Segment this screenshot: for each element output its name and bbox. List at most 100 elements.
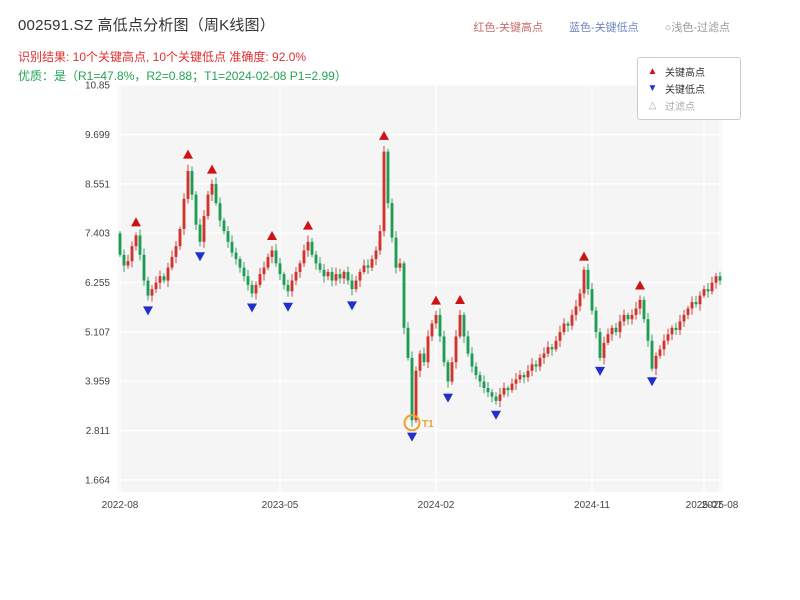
y-tick-label: 3.959: [85, 377, 110, 388]
key-high-marker: [455, 294, 465, 304]
candle-body: [594, 310, 598, 333]
page-title: 002591.SZ 高低点分析图（周K线图）: [18, 17, 275, 34]
candle-body: [662, 340, 666, 350]
key-high-marker: [303, 220, 313, 230]
candle-body: [418, 353, 422, 371]
candle-body: [262, 267, 266, 275]
candle-body: [474, 366, 478, 376]
candle-body: [390, 203, 394, 238]
candle-body: [438, 314, 442, 337]
candle-body: [650, 340, 654, 369]
candle-body: [278, 263, 282, 275]
candle-body: [590, 289, 594, 311]
candle-body: [130, 246, 134, 262]
candle-body: [154, 282, 158, 290]
candle-body: [586, 269, 590, 290]
candle-body: [266, 256, 270, 268]
candle-body: [194, 194, 198, 225]
candle-body: [414, 370, 418, 421]
candle-body: [446, 362, 450, 382]
candle-body: [466, 336, 470, 354]
candle-body: [562, 323, 566, 333]
candle-body: [582, 269, 586, 294]
candle-body: [686, 308, 690, 315]
candle-body: [306, 241, 310, 251]
candle-body: [158, 276, 162, 283]
candle-body: [574, 306, 578, 315]
x-tick-label: 2022-08: [102, 500, 139, 511]
candle-body: [422, 353, 426, 363]
candle-body: [610, 327, 614, 335]
candle-body: [202, 216, 206, 242]
key-low-marker: [443, 393, 453, 403]
candle-body: [182, 198, 186, 229]
candle-body: [290, 280, 294, 292]
candle-body: [470, 353, 474, 367]
candle-body: [150, 289, 154, 296]
candle-body: [630, 314, 634, 320]
candle-body: [542, 353, 546, 358]
candle-body: [302, 250, 306, 264]
candle-body: [634, 308, 638, 315]
candle-body: [494, 396, 498, 401]
candle-body: [622, 314, 626, 322]
candle-body: [242, 267, 246, 277]
candle-body: [482, 381, 486, 388]
header-legend-filtered: ○浅色-过滤点: [664, 22, 730, 34]
candle-body: [678, 321, 682, 330]
candle-body: [238, 259, 242, 268]
key-low-marker: [143, 306, 153, 316]
candle-body: [386, 151, 390, 204]
candle-body: [218, 203, 222, 221]
candle-body: [454, 336, 458, 363]
key-high-marker: [207, 164, 217, 174]
candle-body: [186, 170, 190, 199]
candle-body: [434, 314, 438, 324]
candle-body: [614, 327, 618, 333]
filtered-triangle-icon: △: [648, 99, 657, 111]
candle-body: [514, 379, 518, 384]
candle-body: [330, 271, 334, 281]
t1-label: T1: [422, 419, 434, 430]
candle-body: [122, 254, 126, 266]
candle-body: [546, 347, 550, 354]
candle-body: [382, 151, 386, 232]
candle-body: [138, 235, 142, 255]
key-high-marker: [131, 217, 141, 227]
candle-body: [162, 276, 166, 281]
candle-body: [410, 357, 414, 421]
candle-body: [430, 323, 434, 337]
y-tick-label: 1.664: [85, 475, 110, 486]
candle-body: [126, 261, 130, 266]
candle-body: [166, 267, 170, 281]
candle-body: [282, 274, 286, 285]
candle-body: [426, 336, 430, 363]
candle-body: [354, 280, 358, 290]
candle-body: [350, 280, 354, 290]
candle-body: [234, 252, 238, 260]
key-low-marker: [195, 252, 205, 262]
key-high-marker: [431, 295, 441, 305]
candle-body: [358, 271, 362, 281]
candle-body: [210, 183, 214, 195]
x-tick-label: 2023-05: [262, 500, 299, 511]
candle-body: [526, 370, 530, 378]
key-high-marker: [183, 149, 193, 159]
candle-body: [222, 220, 226, 232]
candle-body: [334, 274, 338, 281]
candle-body: [666, 334, 670, 341]
candle-body: [498, 394, 502, 401]
header-legend-low: 蓝色-关键低点: [569, 22, 639, 34]
t1-circle: [403, 414, 421, 432]
candle-body: [226, 231, 230, 242]
candle-body: [558, 332, 562, 341]
candle-body: [550, 347, 554, 350]
candle-body: [518, 375, 522, 380]
key-low-marker: [347, 301, 357, 311]
candle-body: [250, 284, 254, 294]
x-tick-label: 2025-07: [686, 500, 723, 511]
candle-body: [134, 235, 138, 247]
candle-body: [682, 314, 686, 322]
candle-body: [554, 340, 558, 350]
key-low-marker: [491, 410, 501, 420]
